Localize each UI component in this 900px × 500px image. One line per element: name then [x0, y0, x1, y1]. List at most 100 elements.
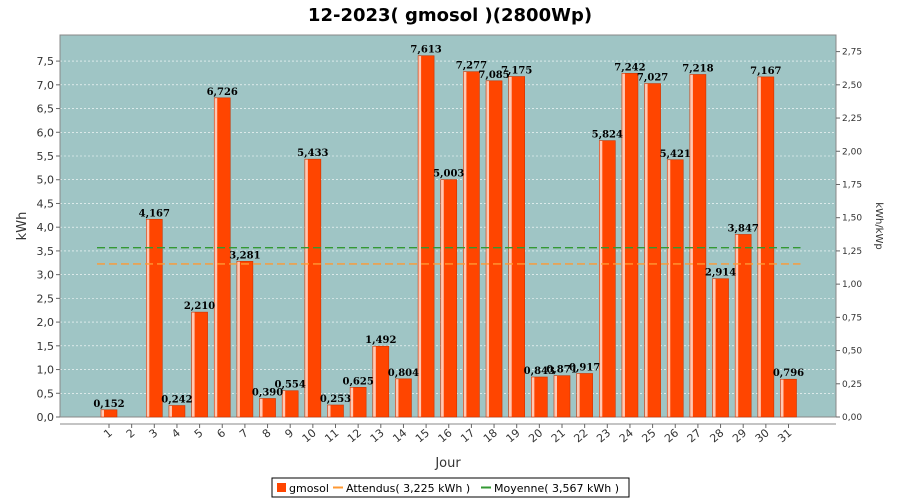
bar-outline	[440, 179, 458, 418]
bar-outline	[666, 159, 684, 418]
y-right-tick-label: 1,25	[842, 247, 862, 257]
bar-highlight	[554, 375, 557, 417]
bar-highlight	[757, 76, 761, 417]
bar-outline	[734, 234, 752, 418]
bar	[350, 387, 367, 417]
bar-highlight	[282, 390, 286, 417]
bar-highlight	[531, 376, 535, 417]
reference-lines	[97, 247, 801, 265]
x-tick-label: 9	[282, 426, 296, 440]
bar-highlight	[236, 261, 240, 417]
bar-highlight	[259, 398, 263, 417]
bar-highlight	[101, 409, 104, 417]
y-axis-right: 0,00 0,25 0,50 0,75 1,00 1,25 1,50 1,75 2,00 2,25…	[836, 48, 862, 423]
bar-value-label: 7,167	[750, 66, 781, 77]
bar	[554, 375, 570, 417]
bar-value-label: 0,804	[388, 368, 419, 379]
bar-highlight	[191, 312, 195, 417]
x-tick-label: 25	[639, 426, 658, 445]
bar-outline	[281, 390, 299, 418]
bar	[304, 159, 321, 417]
bar	[418, 55, 435, 417]
x-tick-label: 18	[481, 426, 500, 445]
bar-outline	[576, 373, 593, 418]
x-tick-label: 27	[685, 426, 704, 445]
bar-highlight	[146, 219, 150, 417]
bar	[508, 76, 525, 418]
bar-outline	[689, 74, 707, 418]
bar	[101, 409, 117, 417]
bar-highlight	[599, 140, 603, 418]
bar-highlight	[689, 74, 693, 418]
bar-value-label: 0,152	[93, 399, 124, 410]
bar-highlight	[621, 73, 625, 418]
x-tick-label: 5	[192, 426, 206, 440]
bar-highlight	[508, 76, 512, 418]
y-tick-label: 6,5	[37, 103, 55, 116]
bar-outline	[644, 83, 661, 418]
bar-outline	[417, 55, 435, 418]
y-tick-label: 3,5	[37, 245, 55, 258]
bar-highlight	[780, 379, 784, 417]
x-tick-label: 12	[345, 426, 364, 445]
bar-value-label: 5,421	[660, 149, 691, 160]
bar	[282, 390, 299, 417]
y-tick-label: 4,5	[37, 197, 55, 210]
bar	[576, 373, 593, 417]
y-tick-label: 1,0	[37, 364, 55, 377]
y-axis-left: 0,0 0,5 1,0 1,5 2,0 2,5 3,0 3,5 4,0 4,5 5,0 5,5 6,0 6…	[37, 55, 60, 424]
y-tick-label: 5,0	[37, 174, 55, 187]
bar	[780, 379, 797, 417]
bar-outline	[553, 375, 571, 418]
legend: gmosol Attendus( 3,225 kWh ) Moyenne( 3,…	[271, 477, 630, 498]
bar-outline	[100, 409, 118, 418]
chart-title: 12-2023( gmosol )(2800Wp)	[308, 5, 592, 26]
bar-value-label: 7,242	[614, 62, 645, 73]
bar-value-label: 7,613	[410, 45, 441, 56]
bar-outline	[395, 378, 412, 418]
bars	[100, 55, 797, 418]
x-tick-label: 14	[390, 426, 409, 445]
bar-outline	[191, 311, 208, 418]
bar-outline	[780, 378, 797, 418]
bar-highlight	[463, 71, 467, 417]
x-tick-label: 10	[300, 426, 319, 445]
bar-value-label: 0,625	[342, 376, 373, 387]
y-right-tick-label: 1,50	[842, 214, 862, 224]
bar	[757, 76, 774, 417]
bar-outline	[531, 376, 548, 418]
legend-label-moyenne: Moyenne( 3,567 kWh )	[494, 482, 619, 495]
legend-box	[271, 477, 630, 498]
y-axis-title: kWh	[15, 212, 30, 241]
x-tick-label: 1	[101, 426, 115, 440]
x-tick-label: 2	[124, 426, 138, 440]
bar-outline	[146, 218, 163, 418]
bar-highlight	[644, 83, 648, 417]
bar-highlight	[576, 373, 580, 417]
y-right-tick-label: 1,00	[842, 280, 862, 290]
bar-value-label: 7,218	[682, 63, 713, 74]
bar	[236, 261, 253, 417]
bar-outline	[712, 278, 729, 418]
y-tick-label: 2,0	[37, 316, 55, 329]
y-tick-label: 1,5	[37, 340, 55, 353]
x-tick-label: 17	[458, 426, 477, 445]
bar-value-label: 0,917	[569, 362, 600, 373]
bar-outline	[508, 76, 526, 418]
bar-highlight	[712, 278, 716, 417]
bar-highlight	[418, 55, 422, 417]
bar-highlight	[304, 159, 308, 417]
y-tick-label: 0,0	[37, 411, 55, 424]
bar	[644, 83, 661, 417]
x-tick-label: 16	[436, 426, 455, 445]
bar	[327, 404, 344, 417]
bar-outline	[327, 404, 344, 418]
bar-value-label: 0,796	[773, 368, 804, 379]
bar-highlight	[372, 346, 376, 417]
x-tick-label: 20	[526, 426, 545, 445]
bar-value-label: 5,824	[592, 130, 623, 141]
bar-value-label: 0,253	[320, 394, 351, 405]
bar-highlight	[395, 378, 399, 417]
bar	[531, 376, 548, 417]
